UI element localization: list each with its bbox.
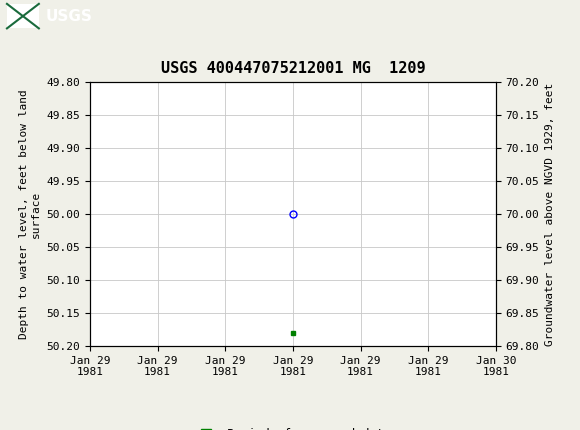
Legend: Period of approved data: Period of approved data: [190, 424, 396, 430]
FancyBboxPatch shape: [7, 4, 39, 28]
Y-axis label: Groundwater level above NGVD 1929, feet: Groundwater level above NGVD 1929, feet: [545, 82, 555, 346]
Y-axis label: Depth to water level, feet below land
surface: Depth to water level, feet below land su…: [19, 89, 41, 339]
Text: USGS: USGS: [45, 9, 92, 24]
Title: USGS 400447075212001 MG  1209: USGS 400447075212001 MG 1209: [161, 61, 425, 77]
